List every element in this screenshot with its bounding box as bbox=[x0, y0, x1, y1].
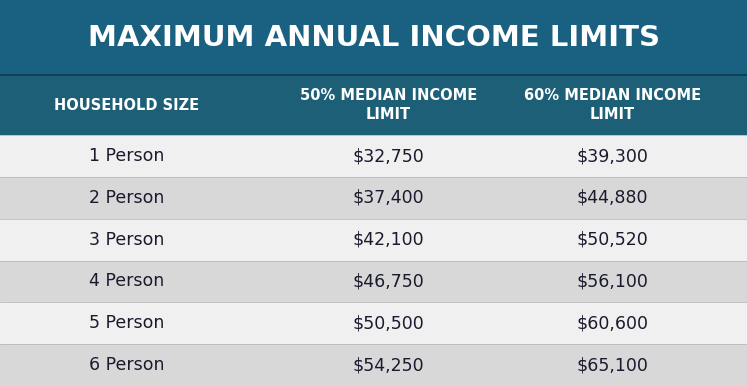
Text: 60% MEDIAN INCOME
LIMIT: 60% MEDIAN INCOME LIMIT bbox=[524, 88, 701, 122]
Text: $46,750: $46,750 bbox=[353, 273, 424, 290]
Bar bbox=[0, 219, 747, 261]
Text: 1 Person: 1 Person bbox=[90, 147, 164, 165]
Bar bbox=[0, 135, 747, 177]
Text: $60,600: $60,600 bbox=[577, 314, 648, 332]
Text: 50% MEDIAN INCOME
LIMIT: 50% MEDIAN INCOME LIMIT bbox=[300, 88, 477, 122]
Bar bbox=[0, 0, 747, 75]
Text: $56,100: $56,100 bbox=[577, 273, 648, 290]
Bar bbox=[0, 75, 747, 135]
Text: 3 Person: 3 Person bbox=[90, 231, 164, 249]
Text: 2 Person: 2 Person bbox=[90, 189, 164, 207]
Text: $54,250: $54,250 bbox=[353, 356, 424, 374]
Bar bbox=[0, 177, 747, 219]
Text: $32,750: $32,750 bbox=[353, 147, 424, 165]
Text: 5 Person: 5 Person bbox=[90, 314, 164, 332]
Text: $39,300: $39,300 bbox=[577, 147, 648, 165]
Text: $37,400: $37,400 bbox=[353, 189, 424, 207]
Text: $50,500: $50,500 bbox=[353, 314, 424, 332]
Text: $65,100: $65,100 bbox=[577, 356, 648, 374]
Text: MAXIMUM ANNUAL INCOME LIMITS: MAXIMUM ANNUAL INCOME LIMITS bbox=[87, 24, 660, 52]
Text: 4 Person: 4 Person bbox=[90, 273, 164, 290]
Text: $50,520: $50,520 bbox=[577, 231, 648, 249]
Bar bbox=[0, 344, 747, 386]
Text: $42,100: $42,100 bbox=[353, 231, 424, 249]
Bar bbox=[0, 261, 747, 302]
Text: 6 Person: 6 Person bbox=[89, 356, 165, 374]
Text: $44,880: $44,880 bbox=[577, 189, 648, 207]
Text: HOUSEHOLD SIZE: HOUSEHOLD SIZE bbox=[55, 98, 199, 113]
Bar bbox=[0, 302, 747, 344]
